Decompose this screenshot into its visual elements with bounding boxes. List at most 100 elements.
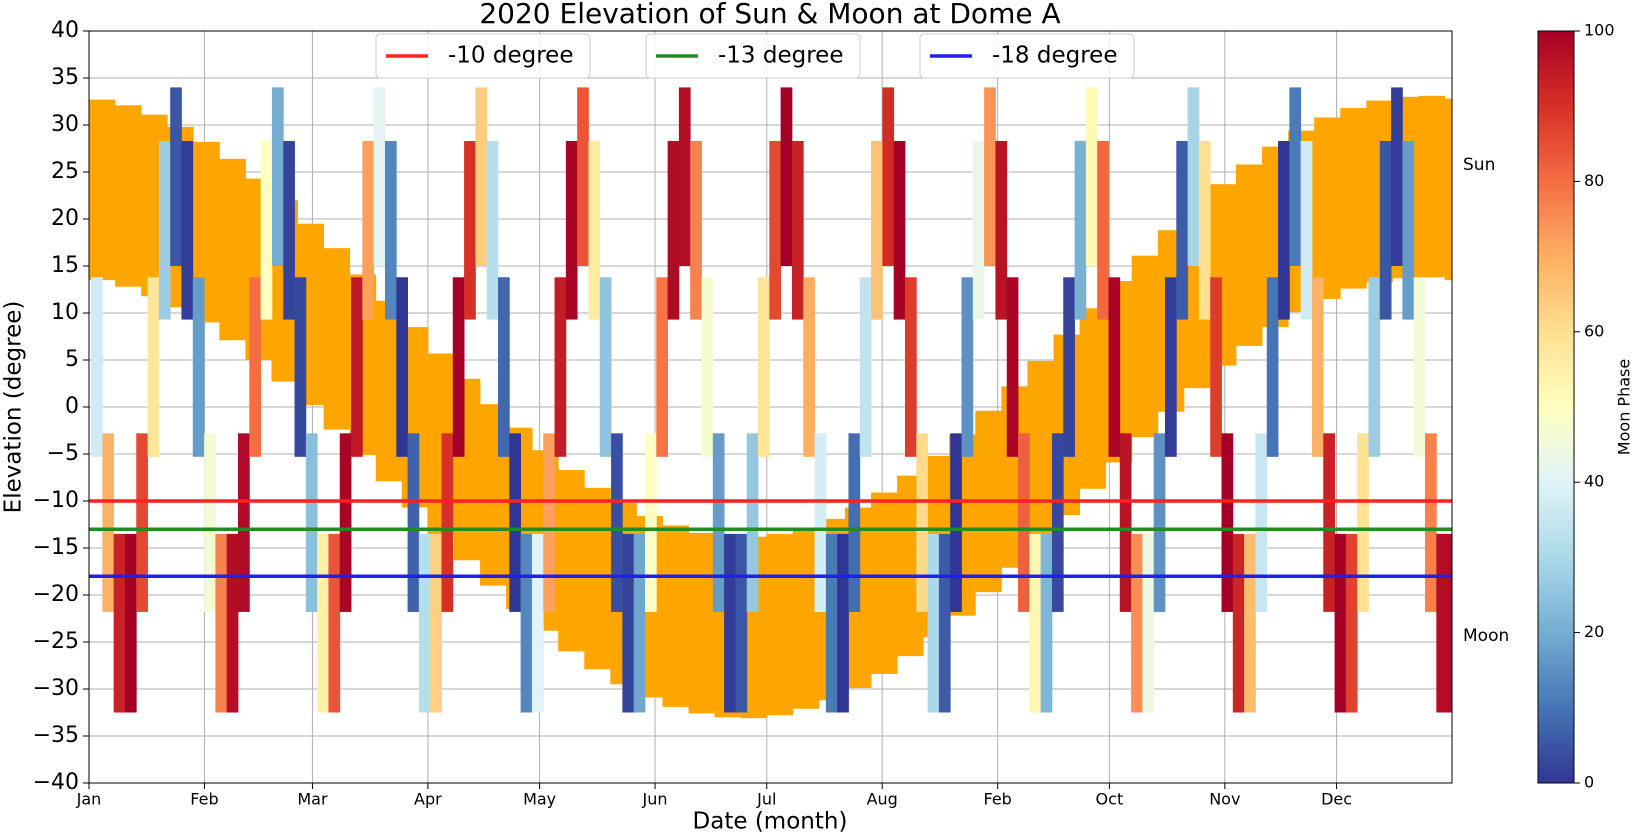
colorbar-tick-label: 20 xyxy=(1584,622,1604,641)
moon-bar xyxy=(950,433,962,612)
x-tick-label: Jan xyxy=(76,790,102,809)
moon-bar xyxy=(622,533,635,713)
moon-bar xyxy=(204,433,216,612)
colorbar-label: Moon Phase xyxy=(1615,359,1634,455)
moon-bar xyxy=(859,277,872,457)
x-tick-label: Jul xyxy=(756,790,776,809)
moon-bar xyxy=(1413,277,1426,457)
moon-bar xyxy=(464,140,476,320)
moon-bar xyxy=(441,433,454,612)
moon-bar xyxy=(226,533,239,713)
moon-bar xyxy=(1300,140,1313,320)
moon-bar xyxy=(1402,140,1415,320)
moon-bar xyxy=(102,433,115,612)
legend-box xyxy=(375,33,591,79)
moon-bar xyxy=(984,87,996,267)
moon-bar xyxy=(1063,277,1075,457)
moon-bar xyxy=(1018,433,1030,612)
moon-bar xyxy=(498,277,510,457)
moon-bar xyxy=(418,533,431,713)
moon-bar xyxy=(927,533,940,713)
moon-bar xyxy=(758,277,770,457)
sun-bar xyxy=(1444,98,1452,281)
moon-bar xyxy=(780,87,793,267)
moon-bar xyxy=(938,533,951,713)
moon-bar xyxy=(1244,533,1256,713)
moon-bar xyxy=(1085,87,1098,267)
moon-bar xyxy=(475,87,488,267)
moon-bar xyxy=(328,533,341,713)
x-tick-label: Feb xyxy=(190,790,218,809)
moon-bar xyxy=(1108,277,1121,457)
moon-bar xyxy=(1334,533,1347,713)
moon-bar xyxy=(1447,533,1452,713)
moon-bar xyxy=(1029,533,1042,713)
moon-bar xyxy=(746,433,759,612)
moon-bar xyxy=(701,277,714,457)
x-tick-label: Feb xyxy=(984,790,1012,809)
chart-title: 2020 Elevation of Sun & Moon at Dome A xyxy=(479,0,1060,30)
y-tick-label: 10 xyxy=(51,300,79,325)
sun-bar xyxy=(115,105,142,287)
legend-box xyxy=(645,33,861,79)
moon-bar xyxy=(339,433,352,612)
moon-bar xyxy=(1006,277,1019,457)
moon-bar xyxy=(543,433,555,612)
moon-bar xyxy=(814,433,827,612)
y-tick-label: −20 xyxy=(33,582,79,607)
x-tick-label: Oct xyxy=(1096,790,1124,809)
moon-bar xyxy=(1153,433,1166,612)
moon-bar xyxy=(147,277,160,457)
colorbar-tick-label: 60 xyxy=(1584,321,1604,340)
moon-bar xyxy=(1425,433,1437,612)
moon-bar xyxy=(260,140,273,320)
sun-bar xyxy=(1340,108,1367,289)
x-tick-label: Dec xyxy=(1321,790,1352,809)
moon-bar xyxy=(1436,533,1449,713)
moon-bar xyxy=(599,277,612,457)
moon-bar xyxy=(1074,140,1087,320)
sun-bar xyxy=(558,469,585,652)
moon-bar xyxy=(249,277,262,457)
y-tick-label: 30 xyxy=(51,112,79,137)
moon-bar xyxy=(791,140,804,320)
moon-bar xyxy=(1266,277,1279,457)
moon-bar xyxy=(407,433,420,612)
moon-bar xyxy=(486,140,499,320)
moon-bar xyxy=(1164,277,1177,457)
legend-label: -10 degree xyxy=(448,43,573,69)
y-tick-label: 20 xyxy=(51,206,79,231)
x-tick-label: Aug xyxy=(867,790,898,809)
y-tick-label: −10 xyxy=(33,488,79,513)
moon-bar xyxy=(1255,433,1268,612)
moon-bar xyxy=(1198,140,1211,320)
sun-bar xyxy=(766,533,794,716)
moon-bar xyxy=(531,533,544,713)
moon-bar xyxy=(565,140,578,320)
moon-bar xyxy=(351,277,363,457)
x-tick-label: May xyxy=(523,790,556,809)
colorbar-tick-label: 0 xyxy=(1584,773,1594,792)
sun-bar xyxy=(219,158,246,341)
moon-bar xyxy=(1391,87,1403,267)
x-tick-label: Apr xyxy=(414,790,442,809)
moon-bar xyxy=(961,277,974,457)
moon-bar xyxy=(1278,140,1290,320)
moon-bar xyxy=(1357,433,1369,612)
sun-bar xyxy=(662,525,689,707)
moon-bar xyxy=(825,533,838,713)
colorbar xyxy=(1537,30,1575,784)
x-tick-label: Nov xyxy=(1209,790,1240,809)
x-axis-label: Date (month) xyxy=(693,809,848,835)
moon-bar xyxy=(1368,277,1381,457)
legend-label: -13 degree xyxy=(718,43,843,69)
plot-area xyxy=(89,31,1452,783)
sun-bar xyxy=(1131,255,1159,438)
moon-bar xyxy=(588,140,601,320)
colorbar-tick-label: 80 xyxy=(1584,171,1604,190)
moon-bar xyxy=(1051,433,1064,612)
x-tick-label: Jun xyxy=(642,790,668,809)
y-tick-label: 40 xyxy=(51,18,79,43)
moon-bar xyxy=(1232,533,1245,713)
